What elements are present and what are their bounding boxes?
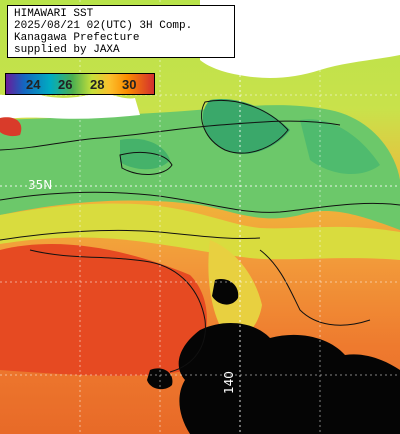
- cool-patch: [202, 99, 290, 154]
- contour-line: [0, 191, 400, 213]
- colorbar-tick: 30: [122, 77, 137, 92]
- colorbar-tick: 28: [90, 77, 105, 92]
- latitude-label: 35N: [28, 178, 53, 192]
- cloud-mask: [178, 323, 400, 434]
- land-area: [0, 92, 140, 120]
- contour-line: [119, 152, 173, 175]
- contour-line: [259, 249, 371, 326]
- map-region: Kanagawa Prefecture: [14, 32, 140, 44]
- map-title: HIMAWARI SST: [14, 8, 94, 20]
- colorbar-tick: 26: [58, 77, 73, 92]
- contour-line: [201, 99, 289, 154]
- cloud-mask: [212, 279, 239, 305]
- colorbar-tick: 24: [26, 77, 41, 92]
- cool-coastal-band: [0, 105, 400, 230]
- cloud-mask: [147, 368, 173, 390]
- map-title-box: HIMAWARI SST 2025/08/21 02(UTC) 3H Comp.…: [7, 5, 235, 58]
- warm-pool: [0, 244, 207, 376]
- contour-line: [29, 249, 206, 373]
- transition-band: [0, 203, 400, 260]
- cool-patch: [120, 138, 170, 170]
- map-timestamp: 2025/08/21 02(UTC) 3H Comp.: [14, 20, 193, 32]
- map-credit: supplied by JAXA: [14, 44, 120, 56]
- land-hot-spot: [0, 117, 22, 137]
- longitude-label: 140: [222, 371, 236, 394]
- temperature-colorbar: 24 26 28 30: [5, 73, 155, 95]
